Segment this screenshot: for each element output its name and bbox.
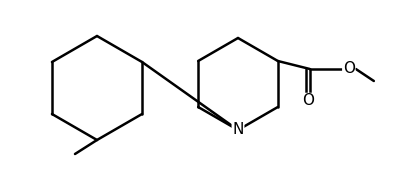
Text: N: N xyxy=(232,123,244,137)
Text: O: O xyxy=(343,61,355,77)
Text: O: O xyxy=(302,93,314,109)
